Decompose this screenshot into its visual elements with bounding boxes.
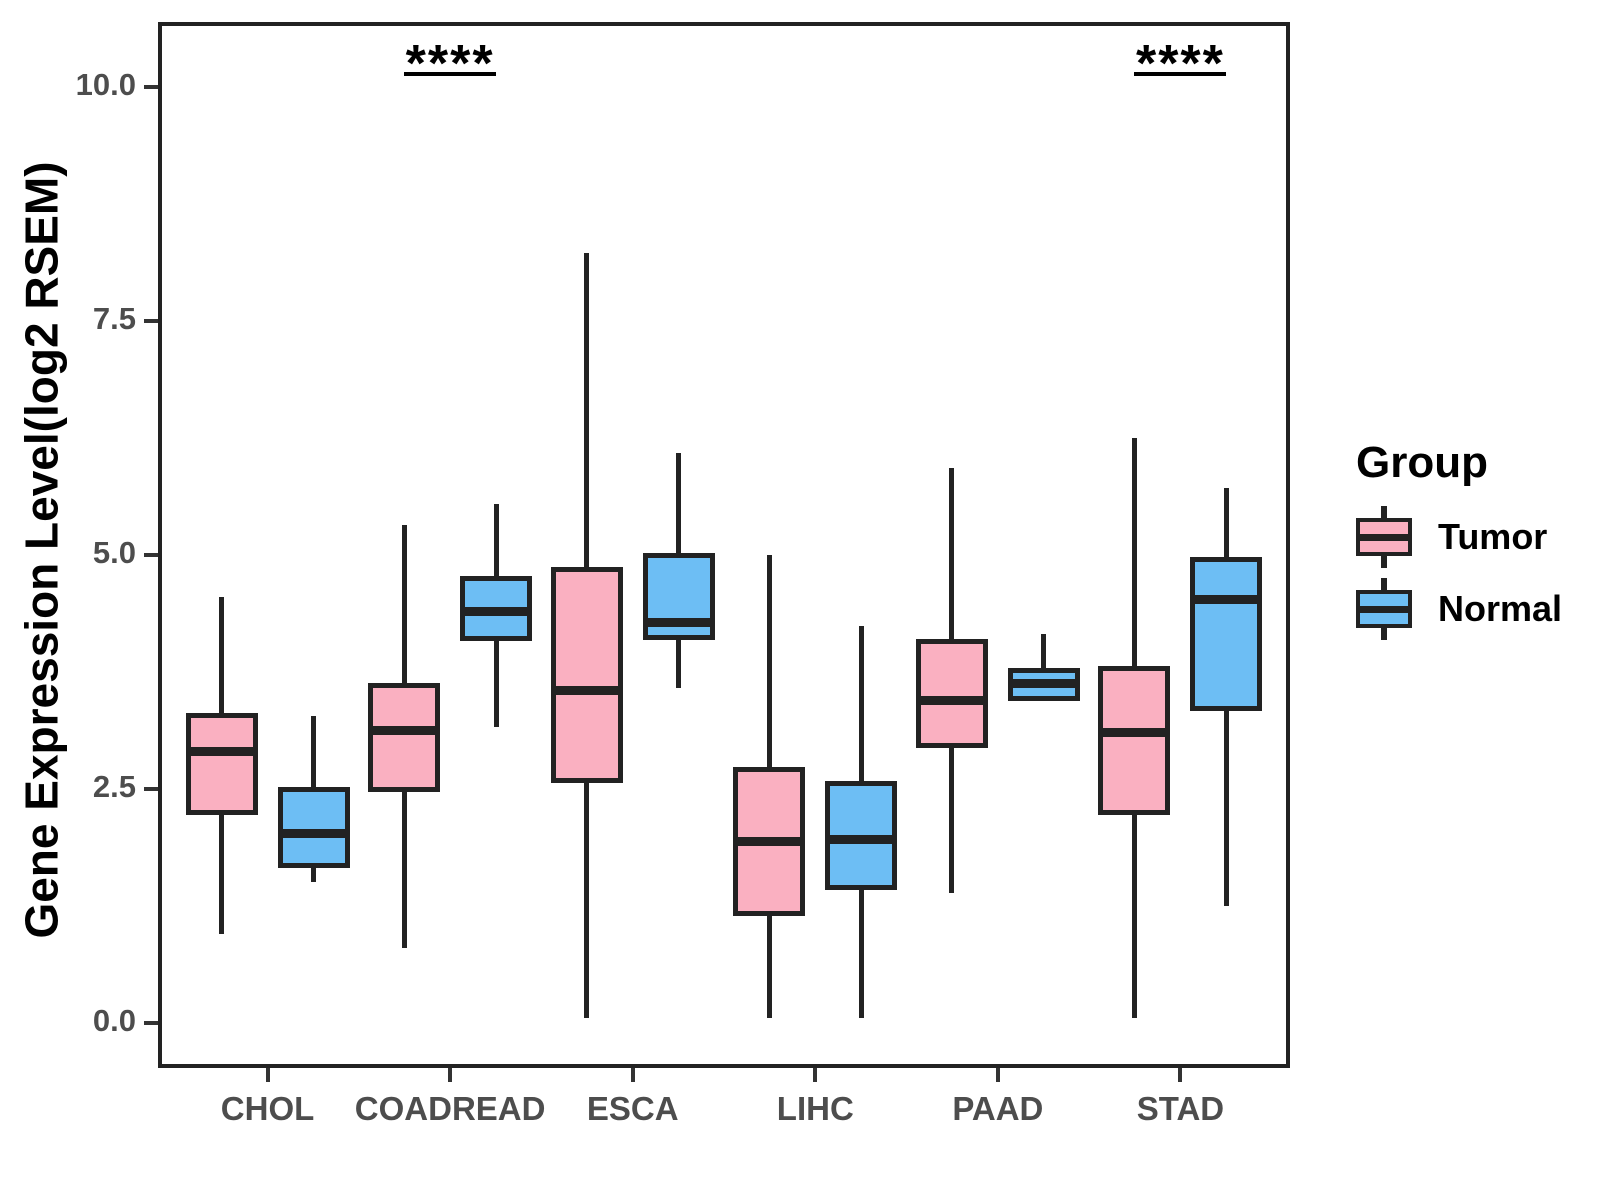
x-tick-label: ESCA bbox=[586, 1090, 679, 1127]
boxplot-median bbox=[733, 837, 806, 847]
legend-label: Tumor bbox=[1438, 516, 1548, 557]
x-tick-mark bbox=[630, 1068, 635, 1082]
legend: Group Tumor Normal bbox=[1330, 438, 1562, 650]
boxplot-median bbox=[1098, 727, 1171, 737]
y-tick-mark bbox=[144, 1021, 158, 1026]
boxplot-median bbox=[277, 828, 350, 838]
x-tick-label: COADREAD bbox=[354, 1090, 546, 1127]
boxplot-median bbox=[185, 747, 258, 757]
significance-annotation: **** bbox=[405, 35, 495, 93]
x-tick-mark bbox=[995, 1068, 1000, 1082]
y-tick-label: 5.0 bbox=[92, 535, 136, 571]
x-tick-mark bbox=[1178, 1068, 1183, 1082]
boxplot-box bbox=[915, 638, 988, 748]
legend-label: Normal bbox=[1438, 588, 1563, 629]
legend-key-median bbox=[1356, 606, 1412, 613]
y-tick-mark bbox=[144, 553, 158, 558]
significance-bar bbox=[1134, 72, 1227, 76]
boxplot-box bbox=[1098, 665, 1171, 816]
y-tick-mark bbox=[144, 787, 158, 792]
significance-bar bbox=[404, 72, 497, 76]
boxplot-median bbox=[825, 835, 898, 845]
x-tick-label: CHOL bbox=[220, 1090, 315, 1127]
x-tick-label: LIHC bbox=[776, 1090, 854, 1127]
x-tick-mark bbox=[813, 1068, 818, 1082]
x-tick-mark bbox=[448, 1068, 453, 1082]
y-tick-label: 10.0 bbox=[75, 67, 136, 103]
legend-entry: Tumor bbox=[1330, 506, 1562, 568]
boxplot-median bbox=[1190, 594, 1263, 604]
x-tick-mark bbox=[265, 1068, 270, 1082]
significance-annotation: **** bbox=[1135, 35, 1225, 93]
boxplot-median bbox=[550, 686, 623, 696]
boxplot-box bbox=[185, 713, 258, 816]
plot-panel bbox=[158, 22, 1290, 1068]
boxplot-box bbox=[368, 683, 441, 792]
legend-key-normal-boxplot-icon bbox=[1356, 578, 1412, 640]
x-tick-label: STAD bbox=[1136, 1090, 1225, 1127]
boxplot-box bbox=[550, 567, 623, 783]
legend-key-median bbox=[1356, 534, 1412, 541]
boxplot-box bbox=[1190, 557, 1263, 711]
boxplot-box bbox=[642, 553, 715, 641]
y-tick-label: 7.5 bbox=[92, 301, 136, 337]
boxplot-median bbox=[368, 725, 441, 735]
legend-entries: Tumor Normal bbox=[1330, 506, 1562, 640]
boxplot-whisker bbox=[1041, 633, 1047, 702]
y-tick-mark bbox=[144, 85, 158, 90]
legend-entry: Normal bbox=[1330, 578, 1562, 640]
boxplot-median bbox=[460, 606, 533, 616]
x-tick-label: PAAD bbox=[952, 1090, 1044, 1127]
y-tick-mark bbox=[144, 319, 158, 324]
boxplot-median bbox=[642, 618, 715, 628]
boxplot-box bbox=[277, 787, 350, 868]
y-tick-label: 0.0 bbox=[92, 1003, 136, 1039]
legend-title: Group bbox=[1356, 438, 1488, 487]
y-tick-label: 2.5 bbox=[92, 769, 136, 805]
legend-key-tumor-boxplot-icon bbox=[1356, 506, 1412, 568]
boxplot-median bbox=[915, 695, 988, 705]
boxplot-median bbox=[1007, 678, 1080, 688]
